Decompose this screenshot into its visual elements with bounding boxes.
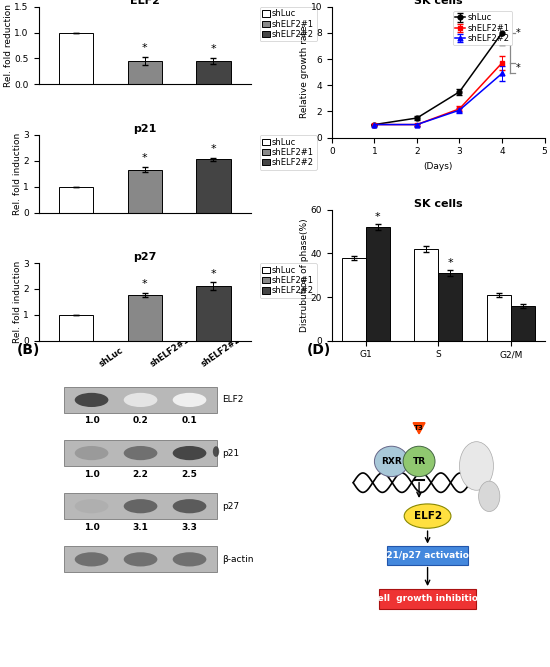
Text: p21: p21 bbox=[222, 449, 240, 458]
Ellipse shape bbox=[75, 393, 108, 407]
Text: 2.2: 2.2 bbox=[133, 470, 148, 479]
Text: p27: p27 bbox=[222, 502, 240, 511]
Text: *: * bbox=[375, 211, 381, 221]
Ellipse shape bbox=[75, 499, 108, 514]
Ellipse shape bbox=[173, 552, 206, 566]
Text: 1.0: 1.0 bbox=[84, 523, 100, 532]
Text: p21/p27 activation: p21/p27 activation bbox=[380, 551, 475, 560]
Bar bbox=[342, 257, 366, 341]
Text: 3.3: 3.3 bbox=[182, 523, 197, 532]
Legend: shLuc, shELF2#1, shELF2#2: shLuc, shELF2#1, shELF2#2 bbox=[260, 263, 316, 297]
Text: shLuc: shLuc bbox=[98, 346, 125, 369]
Title: SK cells: SK cells bbox=[414, 199, 463, 209]
Text: *: * bbox=[211, 144, 216, 154]
Ellipse shape bbox=[173, 446, 206, 460]
Ellipse shape bbox=[124, 552, 157, 566]
Ellipse shape bbox=[213, 446, 219, 457]
Bar bbox=[128, 61, 162, 84]
Ellipse shape bbox=[124, 446, 157, 460]
Ellipse shape bbox=[478, 481, 500, 512]
Bar bbox=[511, 305, 535, 341]
Text: *: * bbox=[516, 63, 521, 73]
Y-axis label: Rel. fold induction: Rel. fold induction bbox=[13, 261, 21, 343]
Text: TR: TR bbox=[412, 457, 426, 466]
Text: β-actin: β-actin bbox=[222, 555, 254, 564]
Text: 0.1: 0.1 bbox=[182, 416, 197, 426]
FancyBboxPatch shape bbox=[378, 589, 476, 609]
Text: *: * bbox=[211, 269, 216, 279]
Bar bbox=[59, 315, 94, 341]
Text: shELF2#2: shELF2#2 bbox=[200, 335, 243, 369]
Title: p27: p27 bbox=[133, 252, 157, 262]
Text: T3: T3 bbox=[414, 425, 424, 431]
Text: *: * bbox=[142, 43, 147, 53]
Legend: shLuc, shELF2#1, shELF2#2: shLuc, shELF2#1, shELF2#2 bbox=[453, 11, 513, 45]
Text: 0.2: 0.2 bbox=[133, 416, 148, 426]
Bar bbox=[59, 33, 94, 84]
Text: ELF2: ELF2 bbox=[414, 511, 442, 521]
Ellipse shape bbox=[459, 442, 493, 490]
Bar bbox=[487, 295, 511, 341]
Text: *: * bbox=[447, 257, 453, 267]
Bar bbox=[414, 249, 438, 341]
Ellipse shape bbox=[75, 552, 108, 566]
Text: (D): (D) bbox=[306, 343, 331, 357]
Text: *: * bbox=[516, 28, 521, 38]
Text: *: * bbox=[211, 44, 216, 54]
Bar bbox=[128, 170, 162, 213]
Ellipse shape bbox=[173, 499, 206, 514]
Y-axis label: Distrubution of phase(%): Distrubution of phase(%) bbox=[300, 218, 309, 332]
X-axis label: (Days): (Days) bbox=[424, 162, 453, 171]
Polygon shape bbox=[413, 423, 425, 434]
Text: (B): (B) bbox=[17, 343, 41, 357]
FancyBboxPatch shape bbox=[387, 546, 468, 565]
Title: SK cells: SK cells bbox=[414, 0, 463, 6]
Y-axis label: Relative growth rate: Relative growth rate bbox=[300, 26, 309, 119]
Bar bbox=[438, 273, 462, 341]
Ellipse shape bbox=[124, 499, 157, 514]
Y-axis label: Rel. fold reduction: Rel. fold reduction bbox=[4, 4, 13, 87]
Ellipse shape bbox=[375, 446, 409, 477]
Bar bbox=[196, 286, 230, 341]
Title: p21: p21 bbox=[133, 124, 157, 134]
Text: RXR: RXR bbox=[381, 457, 402, 466]
Text: shELF2#1: shELF2#1 bbox=[149, 335, 192, 369]
Text: ELF2: ELF2 bbox=[222, 396, 244, 404]
Bar bbox=[196, 159, 230, 213]
Ellipse shape bbox=[124, 393, 157, 407]
Text: 1.0: 1.0 bbox=[84, 470, 100, 479]
Title: ELF2: ELF2 bbox=[130, 0, 159, 6]
Ellipse shape bbox=[404, 504, 451, 528]
Bar bbox=[59, 187, 94, 213]
Ellipse shape bbox=[403, 446, 435, 477]
FancyBboxPatch shape bbox=[64, 387, 217, 413]
Text: 3.1: 3.1 bbox=[133, 523, 148, 532]
Bar bbox=[128, 295, 162, 341]
Text: *: * bbox=[142, 153, 147, 163]
Ellipse shape bbox=[173, 393, 206, 407]
Text: *: * bbox=[142, 279, 147, 289]
Ellipse shape bbox=[75, 446, 108, 460]
Legend: shLuc, shELF2#1, shELF2#2: shLuc, shELF2#1, shELF2#2 bbox=[260, 7, 316, 41]
Bar bbox=[366, 227, 389, 341]
Text: Cell  growth inhibition: Cell growth inhibition bbox=[371, 594, 485, 604]
Bar bbox=[196, 61, 230, 84]
Text: 1.0: 1.0 bbox=[84, 416, 100, 426]
FancyBboxPatch shape bbox=[64, 546, 217, 572]
Text: 2.5: 2.5 bbox=[182, 470, 197, 479]
Y-axis label: Rel. fold induction: Rel. fold induction bbox=[13, 133, 21, 215]
Legend: shLuc, shELF2#1, shELF2#2: shLuc, shELF2#1, shELF2#2 bbox=[260, 135, 316, 169]
FancyBboxPatch shape bbox=[64, 440, 217, 466]
FancyBboxPatch shape bbox=[64, 494, 217, 519]
